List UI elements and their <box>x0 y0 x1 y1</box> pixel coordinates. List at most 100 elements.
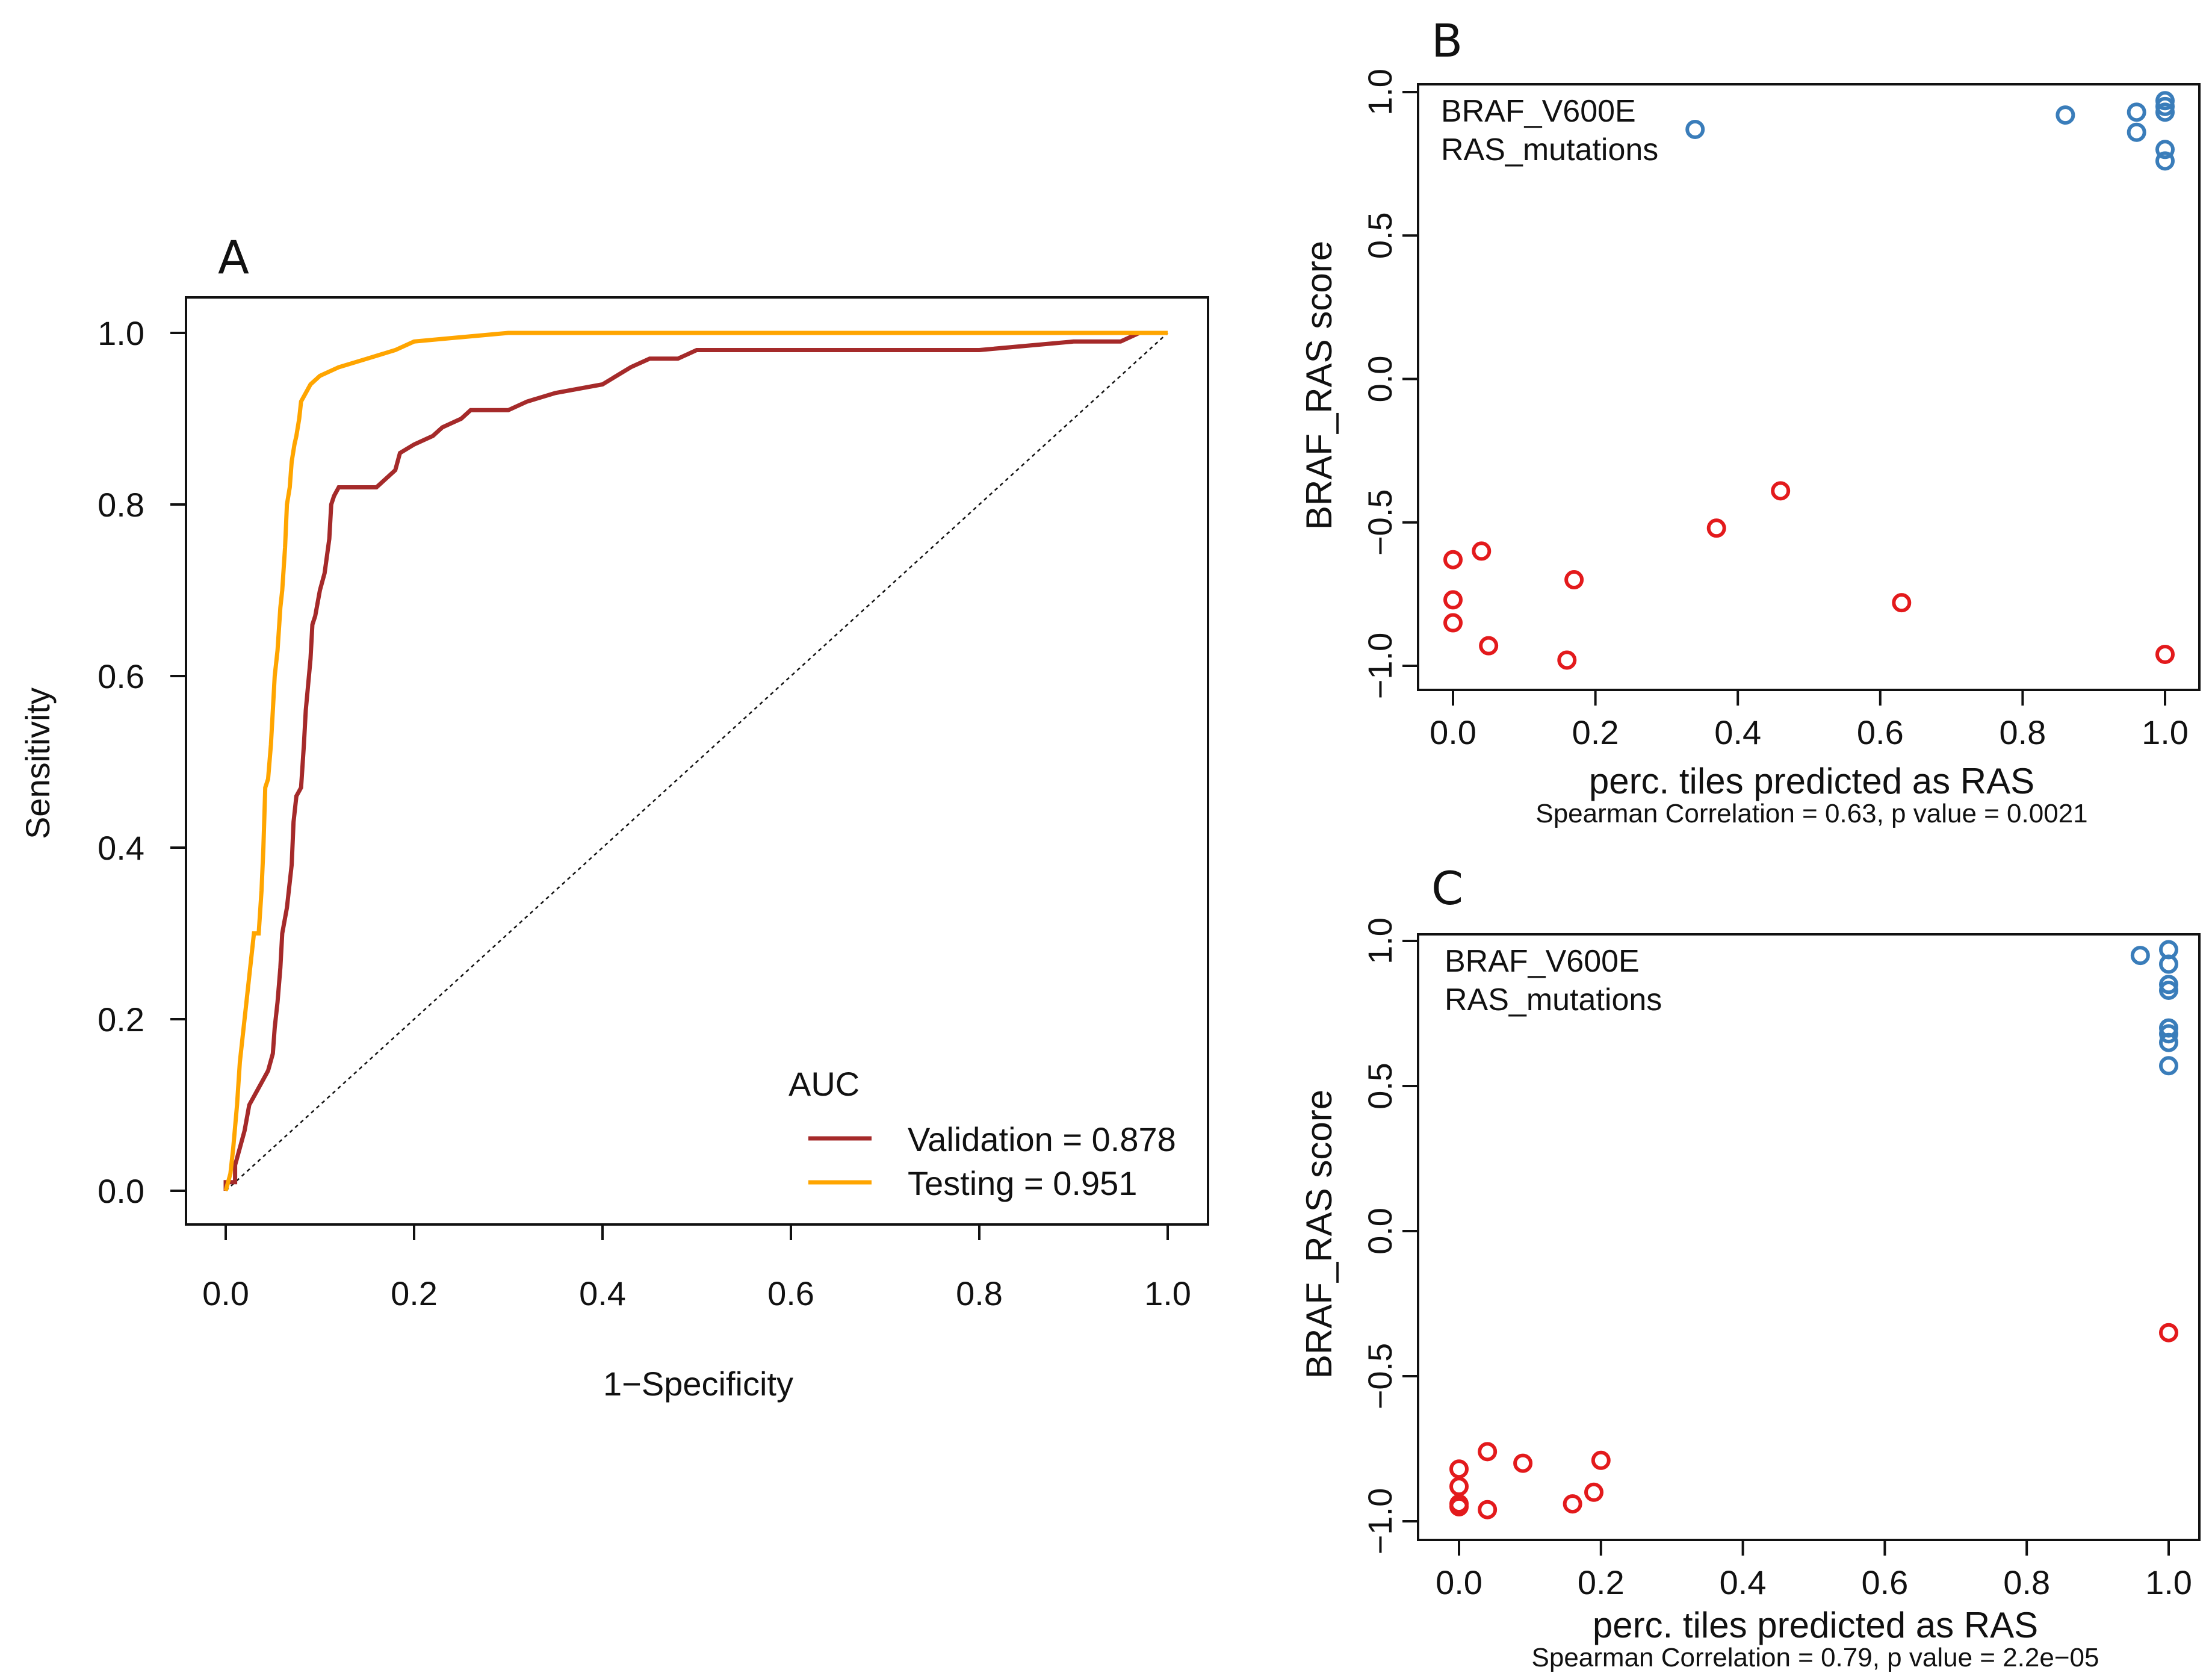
roc-y-tick-label: 0.2 <box>98 1001 144 1038</box>
ras-point <box>2159 1024 2178 1044</box>
braf-point <box>1892 593 1912 613</box>
c-x-tick-label: 0.2 <box>1578 1563 1625 1601</box>
braf-point <box>1449 1497 1469 1516</box>
panel-letter-c: C <box>1431 861 1463 915</box>
b-y-tick-label: 1.0 <box>1361 69 1399 116</box>
braf-point <box>1478 1500 1498 1519</box>
ras-point <box>1685 119 1705 139</box>
scatter-c-points <box>1449 940 2178 1519</box>
scatter-chart-c: 0.0 0.2 0.4 0.6 0.8 1.0 −1.0 −0.5 0.0 0.5 1.0 per… <box>1299 917 2201 1672</box>
c-y-tick-label: 0.5 <box>1361 1063 1399 1110</box>
b-y-tick-label: −0.5 <box>1361 489 1399 556</box>
b-x-tick-label: 0.0 <box>1430 713 1476 751</box>
ras-point <box>2155 96 2175 116</box>
ras-point <box>2155 91 2175 111</box>
roc-chart: 0.0 0.2 0.4 0.6 0.8 1.0 0.0 0.2 0.4 0.6 0.8 1.0 1−… <box>19 296 1209 1403</box>
braf-point <box>1479 636 1499 656</box>
ras-point <box>2127 122 2146 142</box>
roc-x-tick-label: 0.6 <box>767 1274 814 1312</box>
scatter-c-subtitle: Spearman Correlation = 0.79, p value = 2… <box>1532 1643 2099 1672</box>
scatter-c-y-axis: −1.0 −0.5 0.0 0.5 1.0 <box>1361 917 1419 1555</box>
braf-point <box>1443 590 1463 610</box>
roc-series-lines <box>223 331 1168 1191</box>
c-x-tick-label: 0.4 <box>1720 1563 1767 1601</box>
roc-y-tick-label: 0.6 <box>98 657 144 695</box>
braf-point <box>1591 1450 1611 1470</box>
scatter-b-subtitle: Spearman Correlation = 0.63, p value = 0… <box>1535 799 2087 828</box>
roc-legend-title: AUC <box>788 1065 860 1103</box>
scatter-c-legend-ras: RAS_mutations <box>1445 982 1662 1017</box>
braf-point <box>2159 1323 2178 1342</box>
b-y-tick-label: 0.5 <box>1361 212 1399 259</box>
c-x-tick-label: 0.8 <box>2003 1563 2050 1601</box>
roc-y-tick-label: 0.8 <box>98 486 144 524</box>
roc-x-tick-label: 0.8 <box>956 1274 1003 1312</box>
c-x-tick-label: 0.6 <box>1861 1563 1908 1601</box>
braf-point <box>1478 1442 1498 1462</box>
ras-point <box>2056 105 2075 125</box>
roc-y-label: Sensitivity <box>19 687 57 839</box>
braf-point <box>1557 650 1577 670</box>
ras-point <box>2159 954 2178 974</box>
ras-point <box>2155 151 2175 171</box>
ras-point <box>2127 102 2146 122</box>
b-y-tick-label: −1.0 <box>1361 633 1399 700</box>
roc-y-axis: 0.0 0.2 0.4 0.6 0.8 1.0 <box>98 314 187 1210</box>
panel-letter-a: A <box>218 231 249 284</box>
scatter-b-points <box>1443 91 2175 670</box>
ras-point <box>2155 102 2175 122</box>
b-x-tick-label: 0.4 <box>1714 713 1761 751</box>
roc-x-label: 1−Specificity <box>603 1365 793 1403</box>
roc-line-testing <box>223 331 1168 1191</box>
b-x-tick-label: 0.6 <box>1857 713 1904 751</box>
b-y-tick-label: 0.0 <box>1361 356 1399 403</box>
b-x-tick-label: 1.0 <box>2142 713 2189 751</box>
roc-x-tick-label: 0.0 <box>202 1274 249 1312</box>
scatter-b-legend-braf: BRAF_V600E <box>1441 94 1636 129</box>
roc-y-tick-label: 0.4 <box>98 829 144 867</box>
scatter-b-plot-frame <box>1417 83 2201 691</box>
ras-point <box>2159 1056 2178 1076</box>
ras-point <box>2130 946 2150 966</box>
ras-point <box>2159 975 2178 995</box>
c-x-tick-label: 1.0 <box>2145 1563 2192 1601</box>
b-x-tick-label: 0.2 <box>1572 713 1619 751</box>
c-y-tick-label: 1.0 <box>1361 917 1399 964</box>
scatter-c-x-axis: 0.0 0.2 0.4 0.6 0.8 1.0 <box>1436 1539 2192 1601</box>
braf-point <box>1563 1494 1582 1514</box>
roc-x-tick-label: 0.2 <box>391 1274 438 1312</box>
scatter-c-x-label: perc. tiles predicted as RAS <box>1593 1605 2038 1645</box>
scatter-chart-b: 0.0 0.2 0.4 0.6 0.8 1.0 −1.0 −0.5 0.0 0.5 1.0 per… <box>1299 69 2201 828</box>
braf-point <box>1472 541 1492 561</box>
c-y-tick-label: −1.0 <box>1361 1488 1399 1555</box>
scatter-b-x-label: perc. tiles predicted as RAS <box>1589 761 2034 801</box>
braf-point <box>2155 644 2175 664</box>
scatter-c-plot-frame <box>1417 933 2201 1541</box>
scatter-b-legend-ras: RAS_mutations <box>1441 132 1658 167</box>
c-y-tick-label: 0.0 <box>1361 1208 1399 1255</box>
roc-x-axis: 0.0 0.2 0.4 0.6 0.8 1.0 <box>202 1223 1191 1312</box>
braf-point <box>1443 613 1463 633</box>
scatter-b-y-axis: −1.0 −0.5 0.0 0.5 1.0 <box>1361 69 1419 700</box>
roc-x-tick-label: 1.0 <box>1144 1274 1191 1312</box>
braf-point <box>1706 518 1726 538</box>
legend-testing-label: Testing = 0.951 <box>908 1164 1137 1202</box>
braf-point <box>1449 1477 1469 1497</box>
braf-point <box>1513 1453 1533 1473</box>
roc-line-validation <box>223 331 1168 1191</box>
scatter-c-legend-braf: BRAF_V600E <box>1445 944 1640 979</box>
legend-validation-label: Validation = 0.878 <box>908 1120 1176 1158</box>
scatter-b-y-label: BRAF_RAS score <box>1299 241 1339 530</box>
ras-point <box>2159 1032 2178 1052</box>
b-x-tick-label: 0.8 <box>1999 713 2046 751</box>
roc-legend: AUC Validation = 0.878 Testing = 0.951 <box>788 1065 1176 1202</box>
braf-point <box>1584 1482 1604 1502</box>
roc-x-tick-label: 0.4 <box>579 1274 626 1312</box>
roc-y-tick-label: 0.0 <box>98 1172 144 1210</box>
braf-point <box>1564 570 1584 590</box>
panel-letter-b: B <box>1431 14 1463 67</box>
roc-y-tick-label: 1.0 <box>98 314 144 352</box>
ras-point <box>2159 980 2178 1000</box>
c-y-tick-label: −0.5 <box>1361 1343 1399 1410</box>
